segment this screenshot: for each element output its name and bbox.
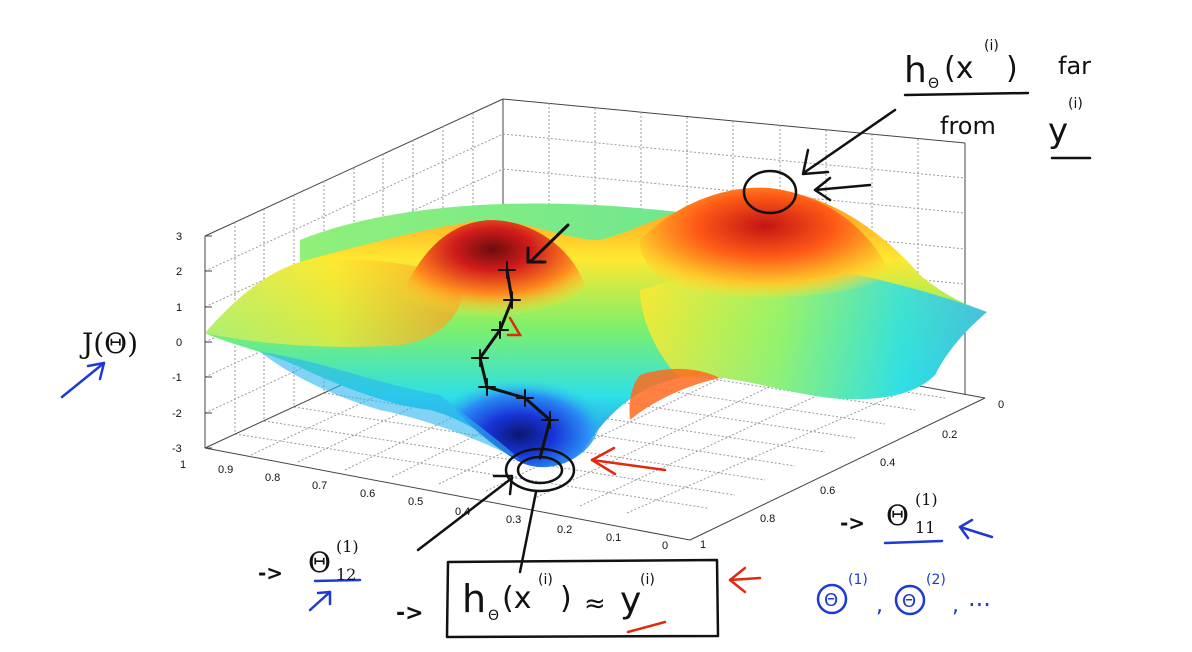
arrow-glyph: -> <box>840 511 865 535</box>
gradient-descent-path <box>471 223 570 460</box>
blue-ink <box>60 361 994 616</box>
z-tick-label: 2 <box>176 266 182 278</box>
x-tick-label: 0.1 <box>606 532 621 544</box>
y-tick-label: 0.4 <box>880 457 895 469</box>
h-glyph: h <box>904 50 927 91</box>
x-tick-label: 0.2 <box>557 524 572 536</box>
x-tick-label: 0.5 <box>408 496 423 508</box>
z-tick-label: -3 <box>172 443 182 455</box>
x-glyph: (x <box>944 51 973 86</box>
annotation-far-from-y: h Θ (x (i) ) far from y (i) <box>904 38 1091 151</box>
y-tick-label: 0.6 <box>820 485 835 497</box>
z-tick-label: 0 <box>176 337 182 349</box>
y-tick-label: 1 <box>700 539 706 551</box>
handwritten-ink <box>416 91 1092 639</box>
arrow-glyph: -> <box>258 561 283 585</box>
theta11-sup: (1) <box>915 490 938 509</box>
theta1-superscript: (1) <box>848 572 868 588</box>
h-glyph: h <box>462 577 486 621</box>
theta1-glyph: Θ <box>824 590 838 611</box>
x-tick-label: 0.4 <box>455 506 470 518</box>
annotation-approx-y: -> h Θ (x (i) ) ≈ y (i) <box>396 572 655 626</box>
far-text: far <box>1058 52 1091 80</box>
arrow-glyph: -> <box>396 601 424 626</box>
theta11-sub: 11 <box>915 518 935 537</box>
theta11-label: -> Θ (1) 11 <box>840 490 938 537</box>
comma: , <box>876 593 883 618</box>
from-text: from <box>940 112 996 140</box>
red-ink <box>590 446 762 634</box>
comma: , <box>952 593 959 618</box>
close-paren: ) <box>1006 51 1018 86</box>
z-axis-ticks: 3 2 1 0 -1 -2 -3 <box>172 231 212 455</box>
x-superscript: (i) <box>538 572 553 588</box>
x-tick-label: 1 <box>180 459 186 471</box>
theta2-superscript: (2) <box>926 572 946 588</box>
theta12-sup: (1) <box>336 537 359 556</box>
x-tick-label: 0.6 <box>360 488 375 500</box>
z-tick-label: 3 <box>176 231 182 243</box>
z-tick-label: 1 <box>176 302 182 314</box>
theta12-symbol: Θ <box>308 546 331 579</box>
theta2-glyph: Θ <box>902 591 916 612</box>
y-tick-label: 0.2 <box>942 429 957 441</box>
x-tick-label: 0.7 <box>312 480 327 492</box>
x-tick-label: 0.8 <box>265 472 280 484</box>
y-tick-label: 0 <box>998 399 1004 411</box>
theta12-label: -> Θ (1) 12 <box>258 537 359 585</box>
theta12-axis-ticks: 1 0.9 0.8 0.7 0.6 0.5 0.4 0.3 0.2 0.1 0 <box>180 459 668 552</box>
z-tick-label: -2 <box>172 408 182 420</box>
theta11-symbol: Θ <box>886 499 909 532</box>
cost-surface <box>205 187 987 468</box>
z-tick-label: -1 <box>172 372 182 384</box>
theta11-axis-ticks: 0 0.2 0.4 0.6 0.8 1 <box>700 399 1004 551</box>
x-tick-label: 0.9 <box>218 464 233 476</box>
y-glyph: y <box>1048 111 1068 151</box>
y-superscript: (i) <box>640 572 655 588</box>
y-glyph: y <box>620 580 641 621</box>
theta12-sub: 12 <box>336 565 356 584</box>
x-superscript: (i) <box>984 38 999 54</box>
x-glyph: (x <box>502 581 531 616</box>
x-tick-label: 0 <box>662 540 668 552</box>
theta-subscript: Θ <box>928 76 939 92</box>
close-paren: ) <box>560 581 572 616</box>
theta-subscript: Θ <box>488 608 499 624</box>
z-axis-label: J(Θ) <box>79 327 138 360</box>
ellipsis: ... <box>968 584 991 612</box>
x-tick-label: 0.3 <box>506 514 521 526</box>
annotation-theta-list: Θ (1) , Θ (2) , ... <box>824 572 991 618</box>
y-tick-label: 0.8 <box>760 513 775 525</box>
y-superscript: (i) <box>1068 96 1083 112</box>
approx-symbol: ≈ <box>584 589 606 619</box>
